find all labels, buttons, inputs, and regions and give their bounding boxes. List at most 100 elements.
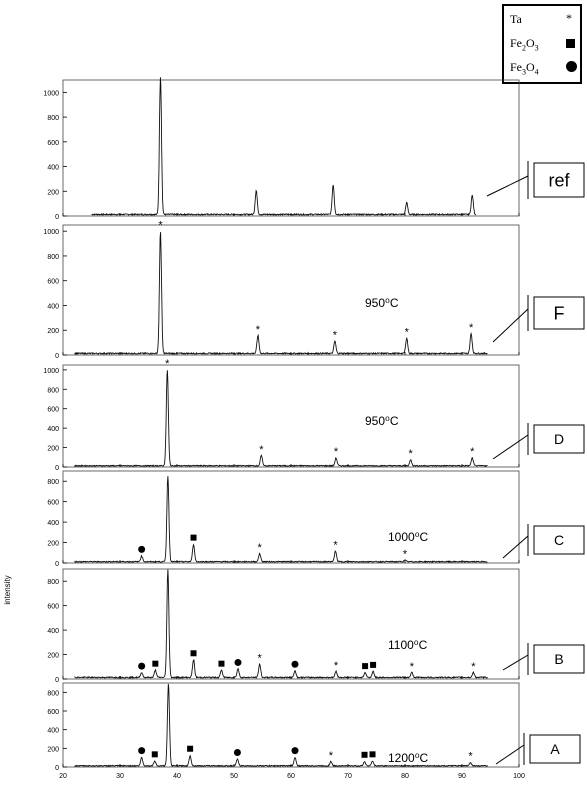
y-axis-label: intensity xyxy=(3,575,12,604)
fe3o4-marker xyxy=(138,662,146,670)
sample-label-box xyxy=(533,644,585,674)
ta-marker: * xyxy=(259,444,264,456)
x-tick-label: 40 xyxy=(173,773,181,780)
y-tick-label: 200 xyxy=(47,746,59,753)
ta-marker: * xyxy=(165,358,170,370)
legend-label-fe3o4: Fe3O4 xyxy=(510,60,539,77)
x-tick-label: 50 xyxy=(230,773,238,780)
fe2o3-marker xyxy=(190,650,197,657)
square-icon xyxy=(566,37,575,52)
panel-frame xyxy=(62,470,520,564)
ta-marker: * xyxy=(470,446,475,458)
x-tick-label: 80 xyxy=(401,773,409,780)
x-tick-label: 30 xyxy=(116,773,124,780)
fe2o3-marker xyxy=(362,663,369,670)
y-tick-label: 0 xyxy=(55,561,59,568)
y-tick-label: 800 xyxy=(47,690,59,697)
panel-A: 0 200 400 600 800 * * 1200⁰C A xyxy=(47,682,581,772)
panel-ref: 0 200 400 600 800 1000 ref xyxy=(43,77,585,221)
fe3o4-marker xyxy=(138,545,146,553)
sample-label-box xyxy=(533,162,585,198)
y-tick-label: 400 xyxy=(47,628,59,635)
sample-label: D xyxy=(554,431,564,447)
fe2o3-marker xyxy=(187,745,194,752)
sample-label-box xyxy=(529,734,581,764)
y-tick-label: 0 xyxy=(55,214,59,221)
y-tick-label: 200 xyxy=(47,541,59,548)
sample-label: F xyxy=(554,303,565,323)
series-line-A xyxy=(74,683,488,768)
ta-marker: * xyxy=(410,661,415,673)
temperature-label: 950⁰C xyxy=(365,296,399,310)
y-tick-label: 0 xyxy=(55,677,59,684)
y-tick-label: 200 xyxy=(47,446,59,453)
y-tick-label: 600 xyxy=(47,407,59,414)
y-tick-label: 200 xyxy=(47,189,59,196)
y-tick-label: 200 xyxy=(47,328,59,335)
ta-marker: * xyxy=(258,653,263,665)
y-tick-label: 400 xyxy=(47,165,59,172)
sample-label: B xyxy=(554,651,563,667)
y-tick-label: 1000 xyxy=(43,90,59,97)
leader-line xyxy=(502,654,529,671)
temperature-label: 1000⁰C xyxy=(388,530,429,544)
series-line-B xyxy=(74,569,488,680)
ta-marker: * xyxy=(258,542,263,554)
y-tick-label: 200 xyxy=(47,653,59,660)
y-tick-label: 0 xyxy=(55,465,59,472)
panel-D: 0 200 400 600 800 1000 * * * * * 950⁰C D xyxy=(43,358,585,472)
x-tick-label: 100 xyxy=(513,773,525,780)
y-tick-label: 800 xyxy=(47,479,59,486)
sample-label: A xyxy=(550,741,560,757)
y-tick-label: 400 xyxy=(47,728,59,735)
series-line-ref xyxy=(91,77,477,217)
y-tick-label: 600 xyxy=(47,709,59,716)
fe3o4-marker xyxy=(233,748,241,756)
ta-marker: * xyxy=(403,548,408,560)
ta-marker: * xyxy=(329,750,334,762)
y-tick-label: 800 xyxy=(47,254,59,261)
panel-frame xyxy=(62,224,520,356)
ta-marker: * xyxy=(256,324,261,336)
y-tick-label: 0 xyxy=(55,765,59,772)
leader-line xyxy=(495,744,525,765)
sample-label: C xyxy=(554,532,564,548)
sample-label-box xyxy=(533,525,585,555)
y-tick-label: 800 xyxy=(47,579,59,586)
panel-frame xyxy=(62,79,520,217)
y-tick-label: 400 xyxy=(47,426,59,433)
asterisk-icon: * xyxy=(566,11,572,25)
fe3o4-marker xyxy=(291,660,299,668)
panel-frame xyxy=(62,682,520,768)
ta-marker: * xyxy=(334,660,339,672)
fe3o4-marker xyxy=(234,658,242,666)
x-tick-label: 20 xyxy=(59,773,67,780)
ta-marker: * xyxy=(468,751,473,763)
legend-item-ta: Ta * xyxy=(510,12,572,27)
y-tick-label: 600 xyxy=(47,604,59,611)
series-line-C xyxy=(74,476,488,564)
sample-label: ref xyxy=(548,170,570,190)
y-tick-label: 600 xyxy=(47,500,59,507)
panel-F: 0 200 400 600 800 1000 * * * * * 950⁰C F xyxy=(43,219,585,360)
circle-icon xyxy=(566,61,577,76)
y-tick-label: 600 xyxy=(47,140,59,147)
leader-line xyxy=(486,175,529,197)
fe2o3-marker xyxy=(369,751,376,758)
ta-marker: * xyxy=(333,539,338,551)
leader-line xyxy=(492,434,529,460)
x-tick-label: 70 xyxy=(344,773,352,780)
fe3o4-marker xyxy=(291,747,299,755)
y-tick-label: 1000 xyxy=(43,368,59,375)
temperature-label: 1200⁰C xyxy=(388,751,429,765)
temperature-label: 950⁰C xyxy=(365,414,399,428)
ta-marker: * xyxy=(333,330,338,342)
fe2o3-marker xyxy=(190,534,197,541)
y-tick-label: 1000 xyxy=(43,229,59,236)
y-tick-label: 600 xyxy=(47,279,59,286)
ta-marker: * xyxy=(469,322,474,334)
fe2o3-marker xyxy=(370,661,377,668)
x-tick-label: 60 xyxy=(287,773,295,780)
